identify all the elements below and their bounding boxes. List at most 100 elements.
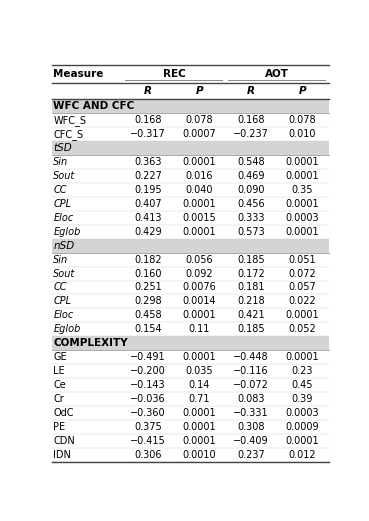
Text: 0.429: 0.429 (134, 227, 162, 237)
Bar (52, 378, 329, 392)
Text: 0.092: 0.092 (186, 268, 213, 279)
Bar (52, 392, 329, 406)
Text: 0.016: 0.016 (186, 171, 213, 181)
Bar (52, 434, 329, 448)
Text: Sin: Sin (53, 157, 68, 167)
Text: PE: PE (53, 422, 65, 432)
Text: 0.195: 0.195 (134, 185, 162, 195)
Text: 0.051: 0.051 (289, 255, 316, 265)
Bar (52, 322, 329, 336)
Text: 0.0003: 0.0003 (285, 408, 319, 418)
Text: Ce: Ce (53, 380, 66, 390)
Text: 0.010: 0.010 (289, 129, 316, 139)
Text: 0.154: 0.154 (134, 324, 162, 334)
Text: Cr: Cr (53, 394, 64, 404)
Text: −0.331: −0.331 (233, 408, 269, 418)
Bar (52, 113, 329, 127)
Bar (52, 169, 329, 183)
Text: 0.0001: 0.0001 (285, 436, 319, 446)
Text: Eloc: Eloc (53, 213, 73, 223)
Text: 0.083: 0.083 (237, 394, 265, 404)
Text: Sout: Sout (53, 171, 76, 181)
Text: CC: CC (53, 185, 67, 195)
Text: 0.0001: 0.0001 (285, 352, 319, 362)
Bar (52, 280, 329, 294)
Text: 0.333: 0.333 (237, 213, 265, 223)
Text: 0.012: 0.012 (289, 450, 316, 460)
Text: 0.040: 0.040 (186, 185, 213, 195)
Bar (52, 336, 329, 350)
Text: 0.168: 0.168 (237, 115, 265, 125)
Text: 0.23: 0.23 (292, 366, 313, 376)
Text: 0.251: 0.251 (134, 282, 162, 292)
Text: −0.415: −0.415 (130, 436, 166, 446)
Bar (52, 253, 329, 267)
Text: 0.168: 0.168 (134, 115, 162, 125)
Bar (52, 141, 329, 155)
Text: 0.090: 0.090 (237, 185, 265, 195)
Text: 0.0001: 0.0001 (183, 311, 216, 320)
Text: −0.448: −0.448 (233, 352, 269, 362)
Bar (52, 420, 329, 434)
Text: CDN: CDN (53, 436, 75, 446)
Text: 0.181: 0.181 (237, 282, 265, 292)
Text: WFC_S: WFC_S (53, 115, 86, 126)
Bar (52, 100, 329, 113)
Bar (52, 83, 329, 100)
Text: 0.0001: 0.0001 (285, 171, 319, 181)
Text: P: P (196, 86, 203, 96)
Text: 0.456: 0.456 (237, 199, 265, 209)
Text: 0.185: 0.185 (237, 255, 265, 265)
Text: 0.052: 0.052 (288, 324, 316, 334)
Text: 0.573: 0.573 (237, 227, 265, 237)
Text: 0.056: 0.056 (186, 255, 213, 265)
Text: −0.072: −0.072 (233, 380, 269, 390)
Text: 0.413: 0.413 (134, 213, 162, 223)
Text: Measure: Measure (53, 69, 104, 79)
Bar (52, 406, 329, 420)
Bar (52, 448, 329, 462)
Text: 0.0015: 0.0015 (183, 213, 217, 223)
Text: 0.306: 0.306 (134, 450, 162, 460)
Text: 0.0001: 0.0001 (285, 311, 319, 320)
Text: 0.45: 0.45 (292, 380, 313, 390)
Bar (52, 308, 329, 322)
Text: 0.072: 0.072 (288, 268, 316, 279)
Text: 0.0001: 0.0001 (285, 157, 319, 167)
Text: 0.375: 0.375 (134, 422, 162, 432)
Text: 0.458: 0.458 (134, 311, 162, 320)
Text: 0.71: 0.71 (189, 394, 210, 404)
Text: −0.491: −0.491 (130, 352, 166, 362)
Text: −0.143: −0.143 (130, 380, 166, 390)
Text: 0.0001: 0.0001 (183, 352, 216, 362)
Text: REC: REC (162, 69, 185, 79)
Text: Eglob: Eglob (53, 227, 81, 237)
Text: 0.308: 0.308 (237, 422, 265, 432)
Text: −0.360: −0.360 (130, 408, 166, 418)
Bar (52, 294, 329, 308)
Text: nSD: nSD (53, 241, 75, 251)
Text: −0.200: −0.200 (130, 366, 166, 376)
Text: 0.0001: 0.0001 (183, 408, 216, 418)
Text: Eglob: Eglob (53, 324, 81, 334)
Text: 0.078: 0.078 (186, 115, 213, 125)
Text: 0.057: 0.057 (288, 282, 316, 292)
Text: 0.11: 0.11 (189, 324, 210, 334)
Text: 0.182: 0.182 (134, 255, 162, 265)
Text: Sin: Sin (53, 255, 68, 265)
Text: 0.0010: 0.0010 (183, 450, 216, 460)
Text: 0.14: 0.14 (189, 380, 210, 390)
Text: CC: CC (53, 282, 67, 292)
Text: −0.409: −0.409 (233, 436, 269, 446)
Bar (52, 197, 329, 211)
Text: tSD: tSD (53, 143, 72, 153)
Text: −0.036: −0.036 (130, 394, 166, 404)
Text: 0.0001: 0.0001 (183, 422, 216, 432)
Bar (52, 65, 329, 83)
Bar (52, 239, 329, 253)
Text: 0.363: 0.363 (134, 157, 162, 167)
Text: 0.298: 0.298 (134, 296, 162, 306)
Text: Sout: Sout (53, 268, 76, 279)
Text: −0.116: −0.116 (233, 366, 269, 376)
Text: 0.0001: 0.0001 (285, 199, 319, 209)
